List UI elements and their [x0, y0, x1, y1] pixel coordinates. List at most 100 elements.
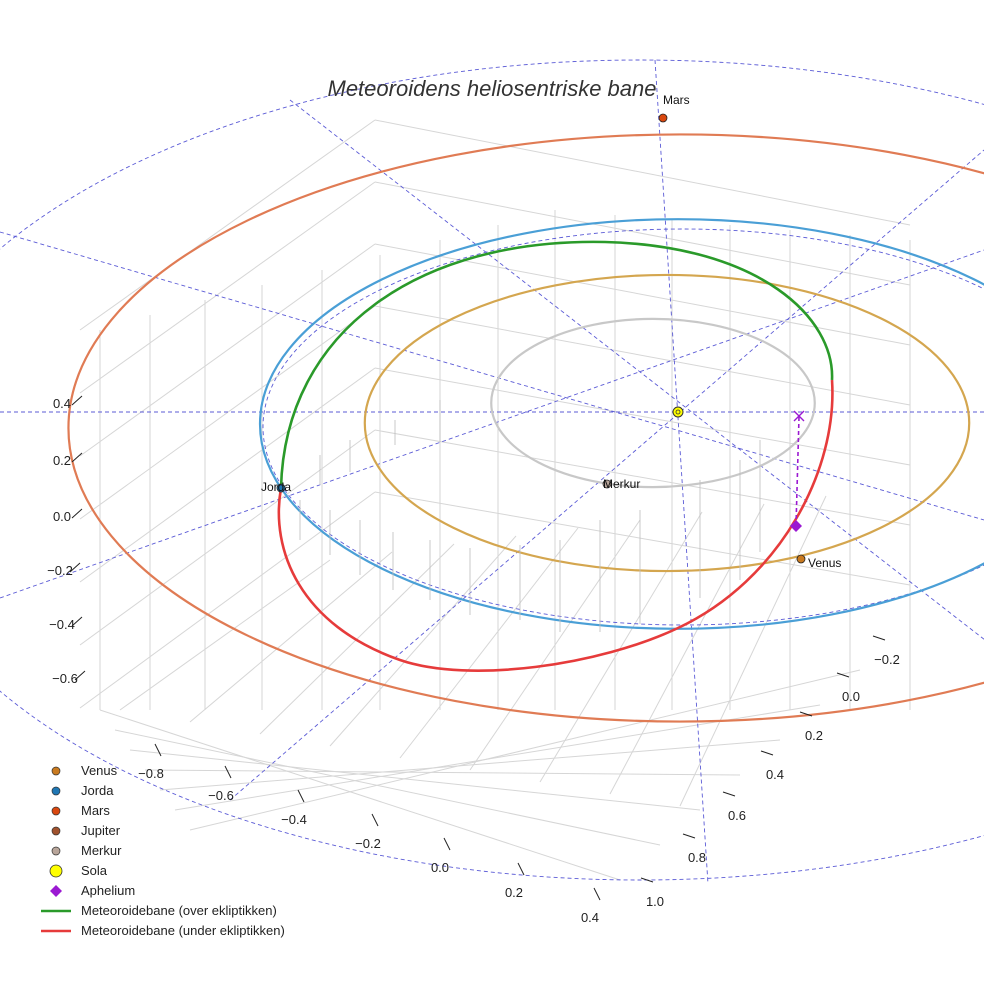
grid-line [609, 503, 765, 795]
x-tick-label: 0.2 [505, 885, 523, 900]
legend: Venus Jorda Mars Jupiter Merkur Sola Aphelium M… [41, 763, 285, 938]
x-tick-mark [371, 813, 379, 827]
z-tick-label: 0.4 [53, 396, 71, 411]
legend-label-jupiter: Jupiter [81, 823, 121, 838]
orbit-mars [67, 133, 984, 723]
grid-line [79, 305, 376, 520]
x-tick-mark [593, 887, 601, 901]
ecliptic-guide-ring [262, 228, 984, 626]
ecliptic-guide-line [0, 231, 984, 521]
legend-label-meteoroidebane-under-ekliptikken: Meteoroidebane (under ekliptikken) [81, 923, 285, 938]
grid-line [329, 535, 517, 747]
planet-label-merkur: Merkur [603, 477, 640, 491]
ecliptic-guide-line [0, 249, 984, 599]
x-tick-mark [154, 743, 162, 757]
y-tick-mark [872, 635, 886, 641]
grid-line [374, 119, 911, 226]
x-tick-mark [443, 837, 451, 851]
planet-marker-venus [796, 554, 806, 564]
grid-line [144, 769, 741, 776]
legend-label-merkur: Merkur [81, 843, 122, 858]
y-tick-mark [760, 750, 774, 756]
grid-line [79, 367, 376, 583]
grid-line [79, 491, 376, 709]
grid-line [374, 243, 911, 346]
x-tick-label: 0.0 [431, 860, 449, 875]
legend-swatch-mars [51, 806, 61, 816]
orbit-jorda [259, 218, 984, 630]
planet-label-venus: Venus [808, 556, 841, 570]
planet-label-mars: Mars [663, 93, 690, 107]
legend-swatch-jupiter [51, 826, 61, 836]
marker-layer: Mars Jorda Merkur Venus [261, 93, 841, 570]
grid-line [174, 704, 821, 811]
aphelion-marker [790, 520, 802, 532]
x-tick-mark [297, 789, 305, 803]
y-tick-mark [682, 833, 696, 839]
x-tick-mark [517, 862, 525, 876]
orbit-merkur [490, 317, 816, 489]
grid-line [189, 669, 861, 831]
y-tick-mark [722, 791, 736, 797]
guide-layer [0, 59, 984, 885]
legend-swatch-aphelium [50, 885, 62, 897]
z-tick-mark [74, 670, 86, 681]
legend-swatch-jorda [51, 786, 61, 796]
x-tick-label: 0.4 [581, 910, 599, 925]
x-tick-label: −0.6 [208, 788, 234, 803]
meteoroid-orbit-under [277, 379, 834, 672]
x-tick-mark [224, 765, 232, 779]
grid-line [79, 429, 376, 646]
grid-line [159, 739, 781, 791]
planet-marker-jorda [276, 483, 286, 493]
aphelion-projection-line [795, 416, 800, 527]
grid-line [79, 119, 376, 331]
planet-marker-merkur [602, 479, 612, 489]
y-tick-label: −0.2 [874, 652, 900, 667]
aphelion-ecliptic-marker [793, 410, 805, 422]
z-tick-mark [71, 508, 83, 519]
legend-swatch-venus [51, 766, 61, 776]
z-tick-label: 0.0 [53, 509, 71, 524]
x-tick-label: −0.8 [138, 766, 164, 781]
ecliptic-guide-line [229, 149, 984, 801]
orbit-layer [67, 133, 984, 723]
y-tick-label: 0.0 [842, 689, 860, 704]
y-tick-mark [799, 711, 813, 717]
y-tick-mark [836, 672, 850, 678]
grid-line [374, 429, 911, 526]
y-tick-label: 0.4 [766, 767, 784, 782]
z-tick-mark [71, 616, 83, 627]
z-tick-mark [69, 562, 81, 573]
grid-line [374, 367, 911, 466]
planet-marker-mars [658, 113, 668, 123]
y-tick-label: 1.0 [646, 894, 664, 909]
grid-line [539, 511, 703, 783]
legend-label-aphelium: Aphelium [81, 883, 135, 898]
y-tick-label: 0.6 [728, 808, 746, 823]
z-tick-label: −0.6 [52, 671, 78, 686]
sun-marker [672, 406, 684, 418]
grid-layer [79, 119, 911, 881]
legend-label-venus: Venus [81, 763, 118, 778]
ecliptic-guide-line [654, 59, 709, 885]
grid-line [469, 519, 641, 771]
x-tick-label: −0.4 [281, 812, 307, 827]
z-tick-mark [71, 395, 83, 406]
y-tick-label: 0.8 [688, 850, 706, 865]
grid-line [399, 527, 579, 759]
legend-label-mars: Mars [81, 803, 110, 818]
grid-line [679, 495, 827, 807]
grid-line [374, 181, 911, 286]
legend-swatch-merkur [51, 846, 61, 856]
legend-label-meteoroidebane-over-ekliptikken: Meteoroidebane (over ekliptikken) [81, 903, 277, 918]
grid-line [374, 491, 911, 586]
y-tick-label: 0.2 [805, 728, 823, 743]
ecliptic-guide-ring [0, 59, 984, 881]
ecliptic-guide-line [289, 99, 984, 640]
sun-marker-core [675, 409, 681, 415]
chart-title: Meteoroidens heliosentriske bane [328, 76, 657, 101]
meteoroid-orbit-over [279, 240, 834, 489]
grid-line [119, 559, 331, 711]
